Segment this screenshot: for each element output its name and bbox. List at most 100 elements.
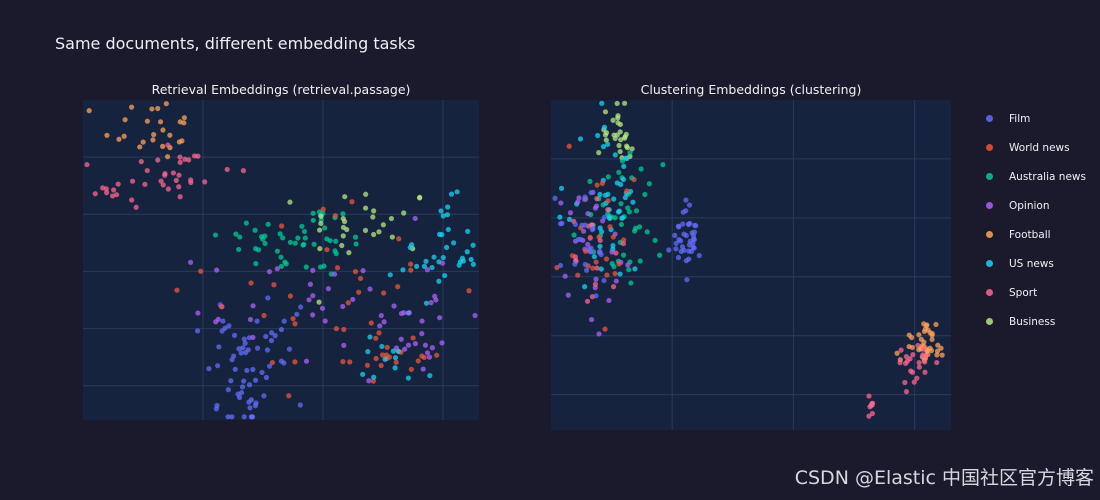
data-point-film[interactable] (297, 402, 303, 408)
data-point-football[interactable] (181, 115, 187, 121)
data-point-football[interactable] (929, 330, 935, 337)
data-point-film[interactable] (214, 402, 220, 409)
data-point-australia-news[interactable] (322, 225, 328, 231)
data-point-australia-news[interactable] (243, 220, 249, 226)
data-point-football[interactable] (163, 101, 169, 107)
data-point-film[interactable] (686, 202, 693, 208)
data-point-world-news[interactable] (381, 290, 387, 296)
data-point-us-news[interactable] (421, 263, 428, 269)
data-point-world-news[interactable] (248, 280, 254, 286)
data-point-opinion[interactable] (592, 205, 598, 211)
data-point-world-news[interactable] (384, 344, 390, 350)
data-point-world-news[interactable] (292, 359, 298, 365)
data-point-sport[interactable] (914, 375, 920, 381)
data-point-film[interactable] (225, 387, 231, 393)
data-point-football[interactable] (144, 118, 150, 124)
data-point-film[interactable] (691, 236, 697, 242)
data-point-film[interactable] (232, 366, 238, 372)
data-point-australia-news[interactable] (660, 162, 666, 168)
data-point-opinion[interactable] (562, 273, 568, 279)
data-point-opinion[interactable] (420, 366, 426, 372)
data-point-film[interactable] (266, 363, 273, 369)
data-point-australia-news[interactable] (627, 149, 633, 156)
data-point-film[interactable] (690, 244, 696, 250)
data-point-us-news[interactable] (390, 348, 397, 354)
data-point-film[interactable] (240, 345, 246, 351)
data-point-film[interactable] (675, 223, 682, 229)
data-point-us-news[interactable] (392, 355, 399, 361)
data-point-world-news[interactable] (376, 330, 382, 336)
data-point-film[interactable] (263, 333, 269, 340)
data-point-world-news[interactable] (320, 206, 326, 212)
data-point-business[interactable] (363, 191, 369, 197)
data-point-film[interactable] (598, 251, 604, 258)
data-point-film[interactable] (557, 221, 564, 227)
data-point-film[interactable] (246, 382, 253, 388)
data-point-us-news[interactable] (436, 231, 443, 238)
data-point-australia-news[interactable] (631, 228, 638, 234)
data-point-australia-news[interactable] (642, 191, 648, 198)
data-point-opinion[interactable] (437, 315, 443, 321)
data-point-us-news[interactable] (612, 152, 618, 158)
data-point-sport[interactable] (922, 369, 928, 375)
data-point-film[interactable] (281, 318, 287, 324)
data-point-australia-news[interactable] (299, 223, 305, 229)
data-point-film[interactable] (246, 399, 252, 405)
data-point-football[interactable] (121, 133, 127, 139)
data-point-business[interactable] (617, 121, 624, 128)
data-point-us-news[interactable] (442, 272, 448, 279)
data-point-australia-news[interactable] (609, 261, 615, 267)
data-point-football[interactable] (176, 139, 182, 145)
data-point-us-news[interactable] (566, 216, 573, 222)
data-point-opinion[interactable] (625, 262, 631, 268)
data-point-film[interactable] (268, 337, 275, 344)
data-point-opinion[interactable] (432, 293, 438, 299)
data-point-opinion[interactable] (250, 334, 256, 340)
data-point-film[interactable] (683, 232, 689, 239)
data-point-film[interactable] (696, 252, 702, 259)
data-point-australia-news[interactable] (295, 235, 301, 241)
data-point-us-news[interactable] (423, 258, 429, 264)
data-point-sport[interactable] (160, 182, 166, 188)
data-point-business[interactable] (317, 227, 323, 233)
data-point-world-news[interactable] (604, 272, 610, 278)
data-point-us-news[interactable] (465, 228, 471, 234)
data-point-sport[interactable] (195, 153, 201, 159)
data-point-us-news[interactable] (382, 356, 388, 362)
data-point-us-news[interactable] (457, 259, 463, 265)
data-point-opinion[interactable] (412, 215, 418, 222)
data-point-world-news[interactable] (594, 182, 600, 188)
data-point-world-news[interactable] (415, 358, 421, 364)
data-point-sport[interactable] (109, 193, 116, 199)
data-point-film[interactable] (242, 340, 248, 346)
data-point-us-news[interactable] (405, 375, 412, 381)
data-point-australia-news[interactable] (278, 254, 284, 260)
data-point-us-news[interactable] (443, 244, 450, 250)
data-point-football[interactable] (921, 339, 927, 345)
data-point-business[interactable] (617, 148, 623, 155)
data-point-world-news[interactable] (349, 199, 355, 205)
data-point-film[interactable] (250, 366, 256, 373)
data-point-us-news[interactable] (470, 242, 476, 248)
data-point-sport[interactable] (916, 364, 922, 370)
data-point-sport[interactable] (902, 379, 908, 386)
data-point-film[interactable] (272, 333, 278, 339)
data-point-australia-news[interactable] (280, 235, 286, 241)
data-point-opinion[interactable] (310, 312, 316, 318)
data-point-australia-news[interactable] (265, 221, 271, 227)
data-point-australia-news[interactable] (278, 263, 285, 269)
data-point-world-news[interactable] (269, 359, 275, 366)
data-point-world-news[interactable] (368, 320, 374, 326)
data-point-sport[interactable] (165, 142, 171, 148)
data-point-world-news[interactable] (631, 176, 637, 183)
data-point-opinion[interactable] (606, 297, 612, 304)
data-point-film[interactable] (241, 336, 247, 342)
data-point-film[interactable] (294, 311, 300, 317)
data-point-sport[interactable] (176, 172, 182, 178)
data-point-football[interactable] (927, 345, 933, 351)
data-point-world-news[interactable] (603, 256, 610, 262)
data-point-us-news[interactable] (414, 263, 420, 269)
data-point-sport[interactable] (594, 265, 600, 271)
data-point-football[interactable] (122, 117, 128, 123)
data-point-business[interactable] (317, 246, 323, 252)
